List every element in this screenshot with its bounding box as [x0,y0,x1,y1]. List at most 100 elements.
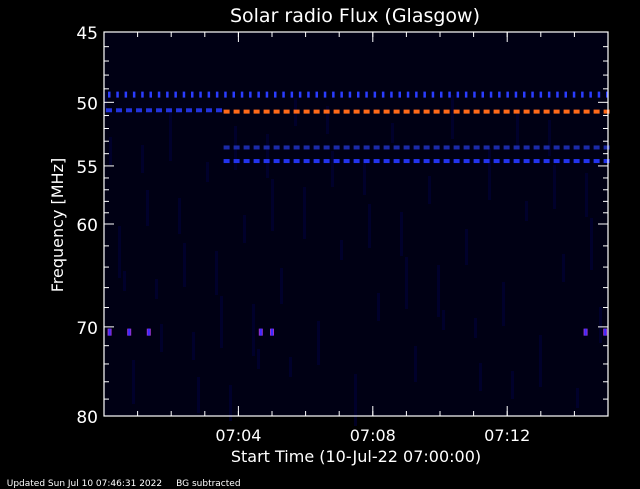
noise-streak [525,201,528,221]
band-3-mark [563,145,570,150]
band-0-mark [149,91,152,98]
band-2-mark [283,109,290,114]
band-0-mark [357,91,360,98]
band-4-mark [353,159,360,164]
noise-streak [178,198,181,234]
noise-streak [553,165,556,209]
noise-streak [354,374,357,426]
band-0-mark [556,91,559,98]
x-tick-label: 07:04 [215,426,261,445]
band-3-mark [473,145,480,150]
band-3-mark [343,145,350,150]
noise-streak [585,173,588,217]
band-0-mark [232,91,235,98]
band-0-mark [448,91,451,98]
band-2-mark [453,109,460,114]
band-0-mark [431,91,435,98]
updated-timestamp: Updated Sun Jul 10 07:46:31 2022 [6,479,163,489]
band-1-mark [206,108,212,113]
band-1-mark [106,108,112,113]
band-2-mark [553,109,560,114]
noise-streak [266,134,269,178]
noise-streak [123,271,126,291]
band-3-mark [433,145,440,150]
band-3-mark [253,145,260,150]
band-3-mark [413,145,420,150]
band-4-mark [403,159,410,164]
band-2-mark [423,109,430,114]
band-4-mark [223,159,230,164]
band-0-mark [249,91,252,98]
band-0-mark [572,91,576,98]
band-1-mark [216,108,222,113]
band-1-mark [136,108,142,113]
band-7-mark-core [604,328,607,336]
noise-streak [183,243,186,287]
band-4-mark [343,159,350,164]
noise-streak [599,307,602,343]
band-3-mark [353,145,360,150]
band-2-mark [413,109,420,114]
band-0-mark [547,91,551,98]
band-4-mark [503,159,510,164]
band-2-mark [333,109,340,114]
band-4-mark [543,159,550,164]
noise-streak [442,310,445,330]
band-4-mark [553,159,560,164]
band-4-mark [283,159,290,164]
band-0-mark [373,91,377,98]
band-3-mark [523,145,530,150]
band-2-mark [513,109,520,114]
band-3-mark [283,145,290,150]
band-3-mark [453,145,460,150]
band-0-mark [166,91,169,98]
noise-streak [331,151,334,187]
noise-streak [141,145,144,173]
band-3-mark [533,145,540,150]
band-0-mark [298,91,302,98]
band-3-mark [403,145,410,150]
band-0-mark [464,91,468,98]
band-4-mark [523,159,530,164]
band-3-mark [383,145,390,150]
band-4-mark [573,159,580,164]
band-0-mark [606,91,609,98]
band-2-mark [303,109,310,114]
y-tick-label: 45 [76,24,98,44]
band-2-mark [273,109,280,114]
x-axis-label: Start Time (10-Jul-22 07:00:00) [231,447,481,466]
band-4-mark [483,159,490,164]
band-0-mark [406,91,410,98]
band-3-mark [463,145,470,150]
band-3-mark [373,145,380,150]
band-0-mark [257,91,260,98]
band-0-mark [323,91,327,98]
band-0-mark [215,91,219,98]
band-2-mark [223,109,230,114]
band-0-mark [506,91,509,98]
band-3-mark [323,145,330,150]
band-1-mark [116,108,122,113]
noise-streak [252,304,255,356]
band-3-mark [293,145,300,150]
x-tick-label: 07:12 [484,426,530,445]
noise-streak [474,318,477,338]
band-0-mark [265,91,269,98]
band-4-mark [413,159,420,164]
band-3-mark [503,145,510,150]
band-0-mark [415,91,418,98]
noise-streak [428,176,431,204]
band-2-mark [463,109,470,114]
band-1-mark [156,108,162,113]
band-2-mark [603,109,610,114]
noise-streak [146,190,149,226]
noise-streak [576,388,579,408]
noise-streak [243,215,246,243]
band-0-mark [581,91,584,98]
band-2-mark [563,109,570,114]
noise-streak [197,377,200,413]
noise-streak [109,137,112,165]
band-3-mark [443,145,450,150]
band-4-mark [323,159,330,164]
band-0-mark [224,91,227,98]
